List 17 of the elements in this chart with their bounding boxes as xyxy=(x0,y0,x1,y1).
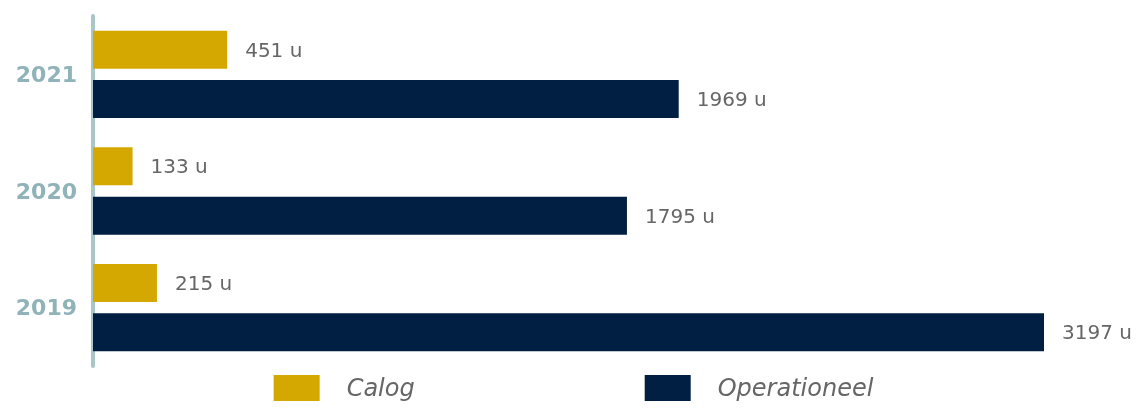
data-label: 1795 u xyxy=(644,203,715,228)
bar xyxy=(93,263,157,302)
y-tick-label: 2019 xyxy=(15,295,77,321)
bar xyxy=(93,147,133,186)
y-tick-label: 2021 xyxy=(15,61,77,87)
bar xyxy=(93,313,1044,352)
legend-label: Operationeel xyxy=(717,374,874,402)
bar xyxy=(93,80,679,119)
data-label: 3197 u xyxy=(1062,320,1132,345)
y-tick-label: 2020 xyxy=(15,178,77,204)
bar xyxy=(93,196,627,235)
data-label: 451 u xyxy=(245,37,303,62)
legend-label: Calog xyxy=(346,374,415,402)
data-label: 133 u xyxy=(150,154,208,179)
data-label: 215 u xyxy=(174,270,233,295)
bar xyxy=(93,30,228,69)
data-label: 1969 u xyxy=(696,87,767,112)
